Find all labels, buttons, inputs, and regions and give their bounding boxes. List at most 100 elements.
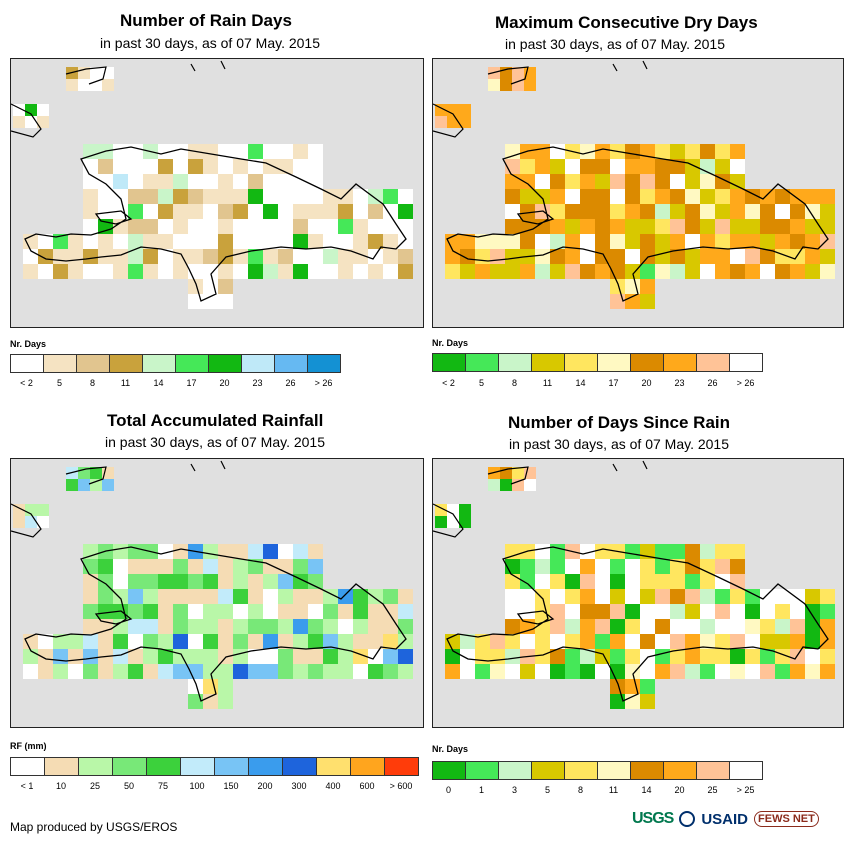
legend-swatch	[44, 355, 77, 372]
raster-cell	[368, 264, 383, 279]
raster-cell	[188, 619, 203, 634]
raster-cell	[383, 249, 398, 264]
raster-cell	[293, 219, 308, 234]
raster-cell	[625, 279, 640, 294]
raster-cell	[218, 589, 233, 604]
coastline	[612, 463, 618, 472]
raster-cell	[595, 574, 610, 589]
raster-cell	[173, 234, 188, 249]
raster-cell	[143, 234, 158, 249]
raster-cell	[580, 589, 595, 604]
raster-cell	[143, 264, 158, 279]
raster-cell	[173, 174, 188, 189]
raster-cell	[293, 159, 308, 174]
raster-cell	[610, 679, 625, 694]
raster-cell	[98, 589, 113, 604]
legend-label: 8	[577, 785, 584, 795]
raster-cell	[580, 574, 595, 589]
raster-cell	[158, 249, 173, 264]
raster-cell	[610, 204, 625, 219]
raster-cell	[700, 174, 715, 189]
legend-swatch	[565, 354, 598, 371]
raster-cell	[263, 544, 278, 559]
legend-label: 17	[186, 378, 197, 388]
legend-swatch	[499, 354, 532, 371]
raster-cell	[158, 204, 173, 219]
raster-cell	[805, 264, 820, 279]
legend-swatch	[275, 355, 308, 372]
raster-cell	[263, 619, 278, 634]
raster-cell	[550, 589, 565, 604]
raster-cell	[730, 559, 745, 574]
raster-cell	[580, 664, 595, 679]
raster-cell	[715, 589, 730, 604]
raster-cell	[293, 664, 308, 679]
raster-cell	[248, 174, 263, 189]
raster-cell	[670, 544, 685, 559]
legend-swatch	[113, 758, 147, 775]
map-max-dry-days	[432, 58, 844, 328]
raster-cell	[625, 544, 640, 559]
raster-cell	[143, 559, 158, 574]
island-outline	[24, 146, 407, 302]
legend-swatch	[147, 758, 181, 775]
raster-cell	[188, 219, 203, 234]
raster-cell	[790, 589, 805, 604]
raster-cell	[353, 619, 368, 634]
raster-cell	[745, 619, 760, 634]
raster-cell	[790, 664, 805, 679]
raster-cell	[368, 204, 383, 219]
raster-cell	[248, 249, 263, 264]
raster-cell	[670, 189, 685, 204]
raster-cell	[520, 664, 535, 679]
raster-cell	[218, 219, 233, 234]
legend-swatch	[598, 354, 631, 371]
legend-label: 11	[542, 378, 553, 388]
raster-cell	[248, 264, 263, 279]
raster-cell	[595, 664, 610, 679]
raster-cell	[83, 649, 98, 664]
raster-cell	[203, 174, 218, 189]
raster-cell	[53, 264, 68, 279]
legend-swatch	[730, 354, 762, 371]
raster-cell	[700, 604, 715, 619]
raster-cell	[278, 574, 293, 589]
raster-cell	[98, 234, 113, 249]
raster-cell	[113, 664, 128, 679]
raster-cell	[490, 664, 505, 679]
raster-cell	[323, 604, 338, 619]
raster-cell	[625, 144, 640, 159]
raster-cell	[505, 604, 520, 619]
legend-swatch	[79, 758, 113, 775]
raster-cell	[368, 649, 383, 664]
raster-cell	[805, 619, 820, 634]
raster-cell	[820, 664, 835, 679]
raster-cell	[625, 679, 640, 694]
raster-cell	[218, 619, 233, 634]
raster-cell	[595, 204, 610, 219]
raster-cell	[730, 619, 745, 634]
raster-cell	[263, 664, 278, 679]
raster-cell	[475, 664, 490, 679]
raster-cell	[37, 104, 49, 116]
raster-cell	[745, 204, 760, 219]
raster-cell	[398, 204, 413, 219]
raster-cell	[655, 544, 670, 559]
raster-cell	[715, 144, 730, 159]
raster-cell	[383, 619, 398, 634]
raster-cell	[338, 649, 353, 664]
raster-cell	[368, 619, 383, 634]
raster-cell	[805, 234, 820, 249]
coastline	[11, 103, 42, 138]
raster-cell	[745, 649, 760, 664]
raster-cell	[760, 589, 775, 604]
raster-cell	[13, 116, 25, 128]
raster-cell	[398, 619, 413, 634]
raster-cell	[203, 574, 218, 589]
raster-cell	[685, 204, 700, 219]
raster-cell	[53, 664, 68, 679]
raster-cell	[173, 589, 188, 604]
raster-cell	[775, 204, 790, 219]
legend-label: 3	[511, 785, 518, 795]
raster-cell	[715, 249, 730, 264]
